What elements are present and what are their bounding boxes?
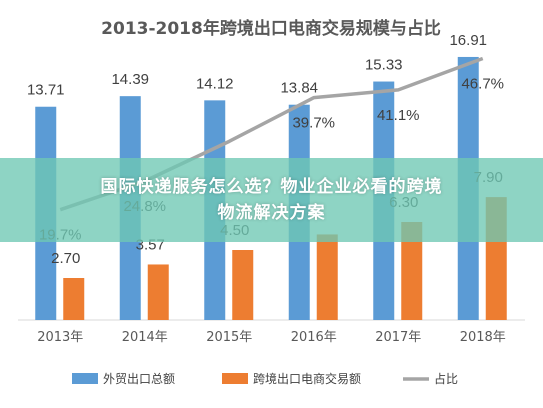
label-share-5: 46.7% (461, 75, 504, 92)
label-total-1: 14.39 (111, 71, 149, 88)
chart-title: 2013-2018年跨境出口电商交易规模与占比 (101, 18, 441, 39)
label-share-4: 41.1% (377, 107, 420, 124)
bar-ecommerce-4 (401, 222, 423, 320)
legend-swatch-total (72, 373, 98, 384)
legend: 外贸出口总额 跨境出口电商交易额 占比 (72, 371, 458, 386)
label-share-3: 39.7% (292, 115, 335, 132)
label-total-5: 16.91 (449, 32, 487, 49)
bar-ecommerce-0 (63, 278, 85, 320)
banner-line-1: 国际快递服务怎么选？物业企业必看的跨境 (100, 177, 443, 197)
overlay-banner: 国际快递服务怎么选？物业企业必看的跨境 物流解决方案 (0, 158, 543, 242)
bar-ecommerce-3 (316, 234, 338, 320)
label-total-4: 15.33 (365, 57, 403, 74)
x-tick-4: 2017年 (375, 330, 421, 345)
label-total-0: 13.71 (27, 82, 65, 99)
x-tick-5: 2018年 (460, 330, 506, 345)
label-ecommerce-0: 2.70 (51, 250, 80, 267)
banner-line-2: 物流解决方案 (217, 203, 326, 223)
x-tick-3: 2016年 (291, 330, 337, 345)
x-tick-2: 2015年 (206, 330, 252, 345)
legend-label-total: 外贸出口总额 (103, 372, 175, 386)
x-tick-labels: 2013年 2014年 2015年 2016年 2017年 2018年 (37, 330, 506, 345)
bar-ecommerce-1 (147, 264, 169, 320)
legend-label-ecommerce: 跨境出口电商交易额 (253, 371, 361, 386)
bar-ecommerce-2 (232, 250, 254, 320)
label-total-2: 14.12 (196, 75, 234, 92)
legend-swatch-ecommerce (222, 373, 248, 384)
legend-label-share: 占比 (434, 371, 458, 386)
x-tick-1: 2014年 (122, 330, 168, 345)
x-tick-0: 2013年 (37, 330, 83, 345)
label-total-3: 13.84 (280, 80, 318, 97)
